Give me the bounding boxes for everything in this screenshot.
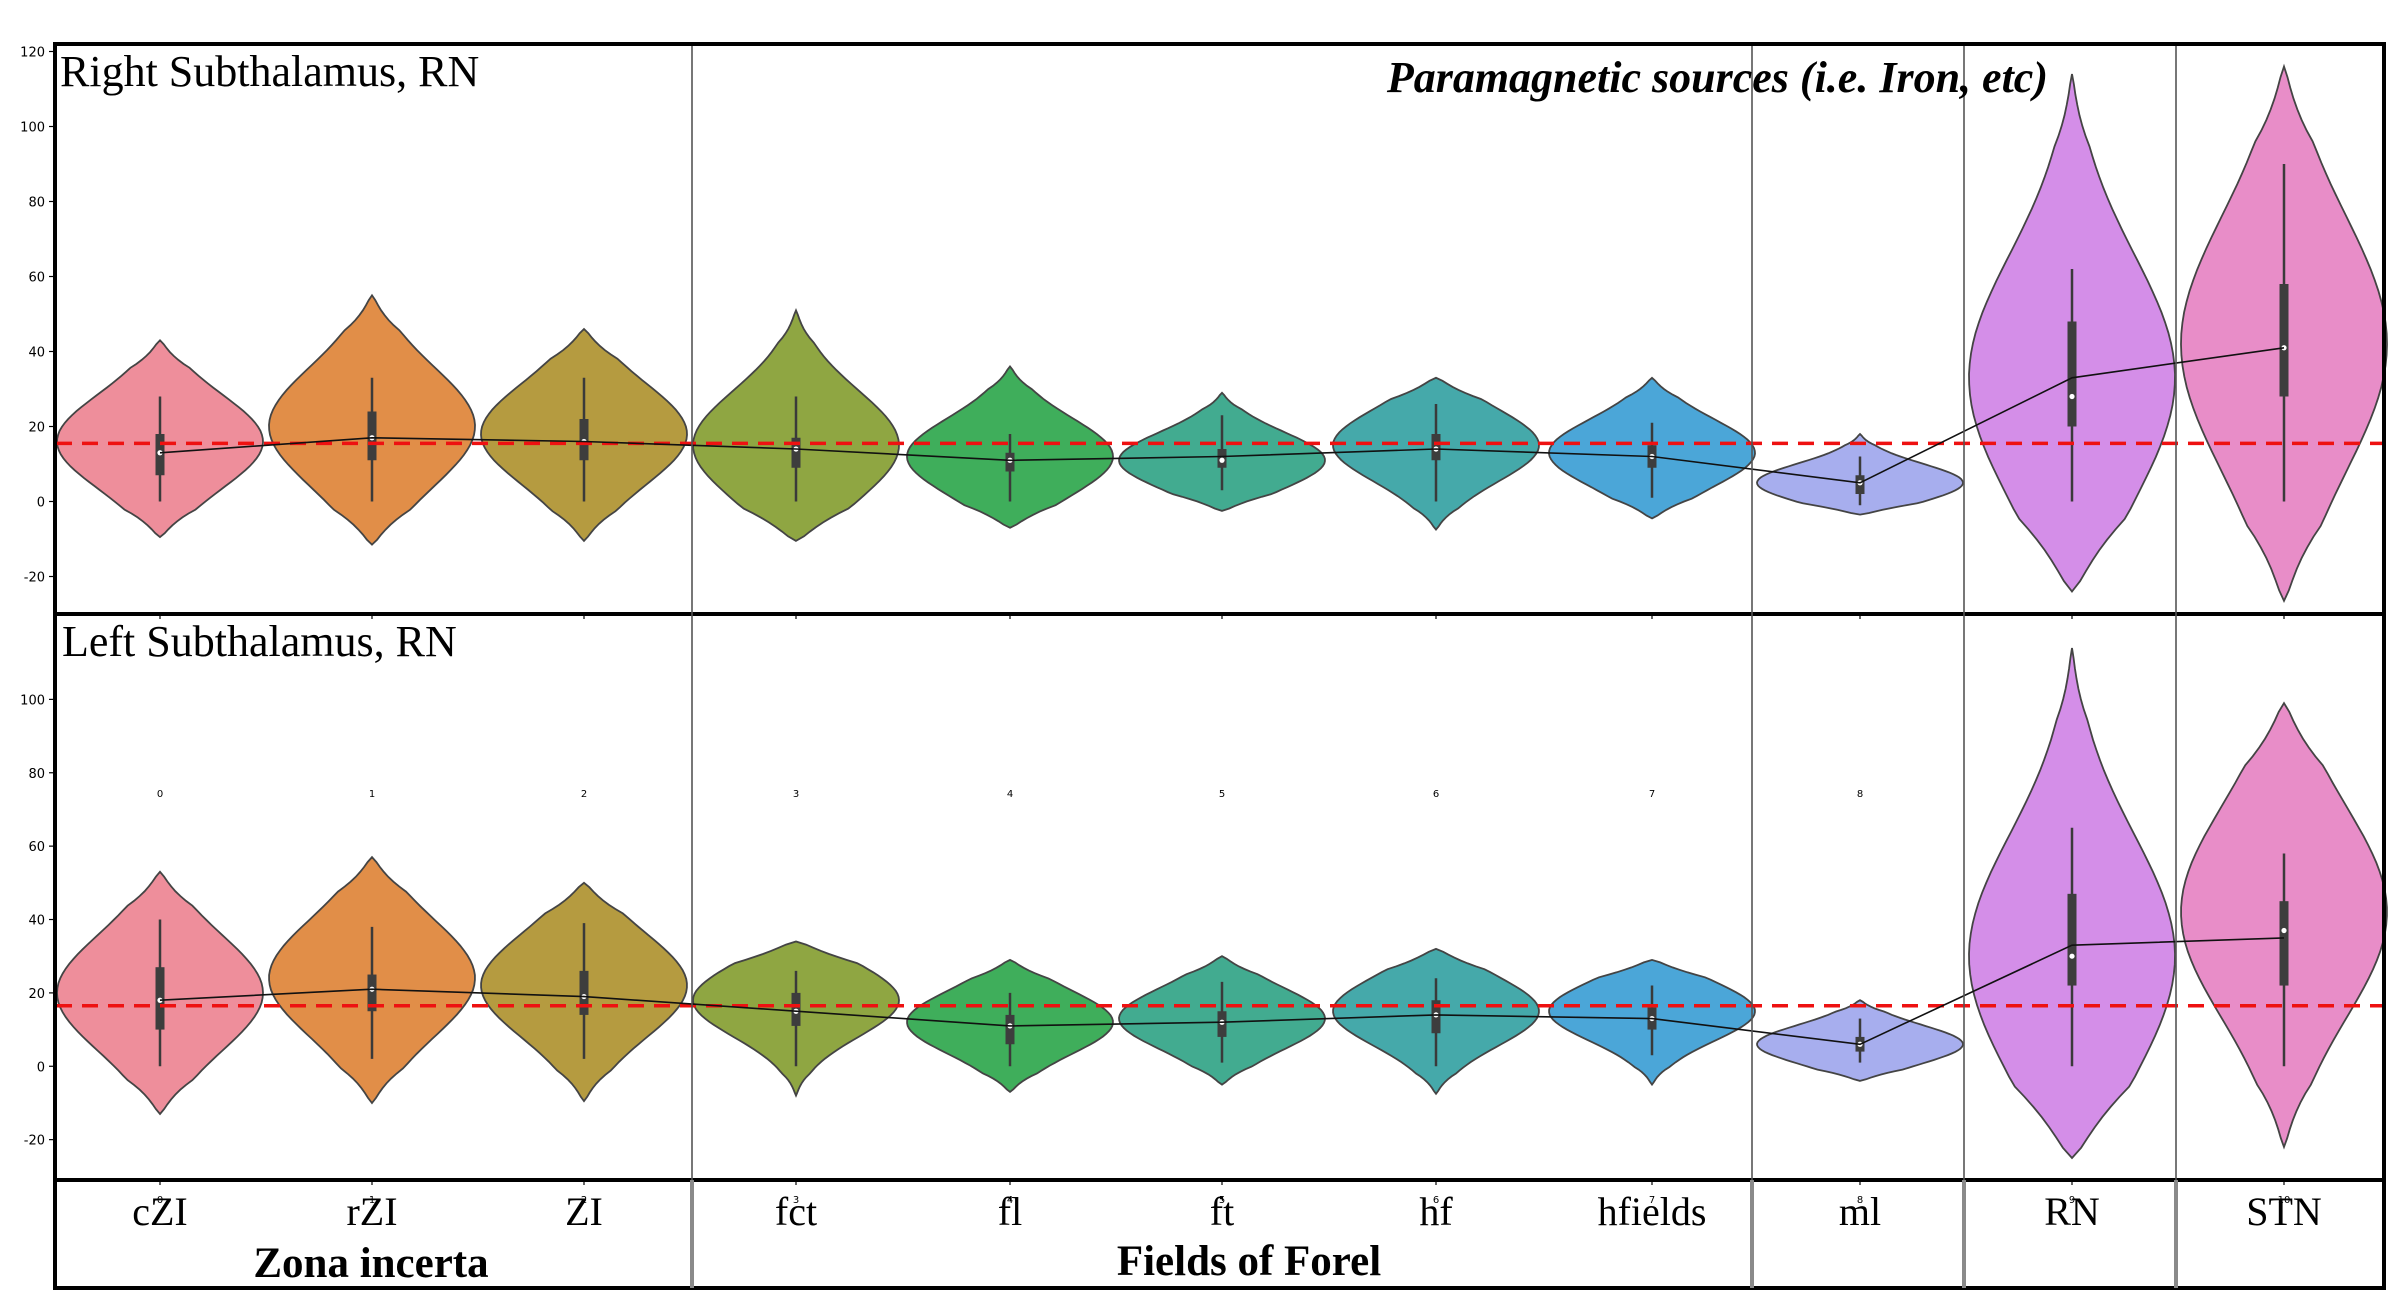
bottom-xtick-number: 2 [581, 1195, 587, 1206]
bottom-ytick-label: 100 [20, 693, 45, 708]
bottom-xtick-number: 5 [1219, 1195, 1225, 1206]
bottom-xtick-number: 4 [1007, 1195, 1013, 1206]
bottom-xtick-number: 9 [2069, 1195, 2075, 1206]
bottom-iqr-ZI [579, 970, 589, 1015]
top-median-STN [2281, 345, 2287, 351]
panel-frames [53, 42, 2386, 1290]
top-ytick-label: 100 [20, 121, 45, 136]
top-median-ft [1219, 457, 1225, 463]
bottom-xtick-number: 6 [1433, 1195, 1439, 1206]
bottom-xtick-number: 8 [1857, 1195, 1863, 1206]
top-ytick-label: 60 [28, 271, 45, 286]
top-xtick-number: 7 [1649, 789, 1655, 800]
bottom-iqr-STN [2279, 901, 2289, 986]
top-xtick-number: 2 [581, 789, 587, 800]
category-label-fl: fl [998, 1189, 1022, 1234]
bottom-ytick-label: 60 [28, 840, 45, 855]
top-mean-line [159, 347, 2285, 484]
category-label-ml: ml [1839, 1189, 1881, 1234]
bottom-ytick-label: 20 [28, 987, 45, 1002]
category-label-STN: STN [2246, 1189, 2322, 1234]
bottom-xtick-number: 0 [157, 1195, 163, 1206]
bottom-xtick-number: 7 [1649, 1195, 1655, 1206]
top-ytick-label: 80 [28, 196, 45, 211]
bottom-median-STN [2281, 927, 2287, 934]
top-panel-title: Right Subthalamus, RN [60, 47, 479, 96]
top-xtick-number: 5 [1219, 789, 1225, 800]
category-label-hf: hf [1419, 1189, 1453, 1234]
bottom-ytick-label: 40 [28, 914, 45, 929]
category-label-hfields: hfields [1598, 1189, 1707, 1234]
bottom-panel-title: Left Subthalamus, RN [62, 617, 457, 666]
category-label-ZI: ZI [565, 1189, 603, 1234]
category-label-fct: fct [775, 1189, 817, 1234]
top-xtick-number: 4 [1007, 789, 1013, 800]
top-xtick-number: 1 [369, 789, 375, 800]
label-strip-frame [53, 1178, 2386, 1290]
category-label-ft: ft [1210, 1189, 1234, 1234]
bottom-iqr-fl [1005, 1014, 1015, 1045]
top-xtick-number: 8 [1857, 789, 1863, 800]
bottom-ytick-label: -20 [24, 1134, 45, 1149]
bottom-iqr-rZI [367, 974, 377, 1012]
bottom-xtick-number: 1 [369, 1195, 375, 1206]
group-label-zona-incerta: Zona incerta [253, 1240, 488, 1287]
top-ytick-label: 0 [37, 496, 45, 511]
top-iqr-fct [791, 437, 801, 468]
group-label-fields-of-forel: Fields of Forel [1117, 1238, 1381, 1285]
top-xtick-number: 6 [1433, 789, 1439, 800]
category-label-rZI: rZI [346, 1189, 397, 1234]
bottom-iqr-RN [2067, 893, 2077, 986]
category-label-cZI: cZI [132, 1189, 188, 1234]
category-label-RN: RN [2044, 1189, 2100, 1234]
category-labels: cZI rZI ZI fct fl ft hf hfields ml RN STN [132, 1189, 2322, 1234]
bottom-xtick-number: 3 [793, 1195, 799, 1206]
bottom-median-RN [2069, 953, 2075, 959]
top-ytick-label: 40 [28, 346, 45, 361]
bottom-xtick-number: 10 [2278, 1195, 2291, 1206]
bottom-mean-line [159, 937, 2285, 1046]
top-iqr-STN [2279, 284, 2289, 397]
paramagnetic-annotation: Paramagnetic sources (i.e. Iron, etc) [1386, 53, 2048, 102]
top-ytick-label: 20 [28, 421, 45, 436]
top-iqr-RN [2067, 321, 2077, 427]
top-median-RN [2069, 393, 2075, 400]
top-xtick-number: 0 [157, 789, 163, 800]
bottom-ytick-label: 80 [28, 767, 45, 782]
top-xtick-number: 3 [793, 789, 799, 800]
top-ytick-label: 120 [20, 46, 45, 61]
bottom-ytick-label: 0 [37, 1060, 45, 1075]
top-ytick-label: -20 [24, 571, 45, 586]
bottom-median-cZI [157, 997, 163, 1003]
top-panel-right-subthalamus: -20020406080100120012345678910 [20, 46, 2388, 800]
